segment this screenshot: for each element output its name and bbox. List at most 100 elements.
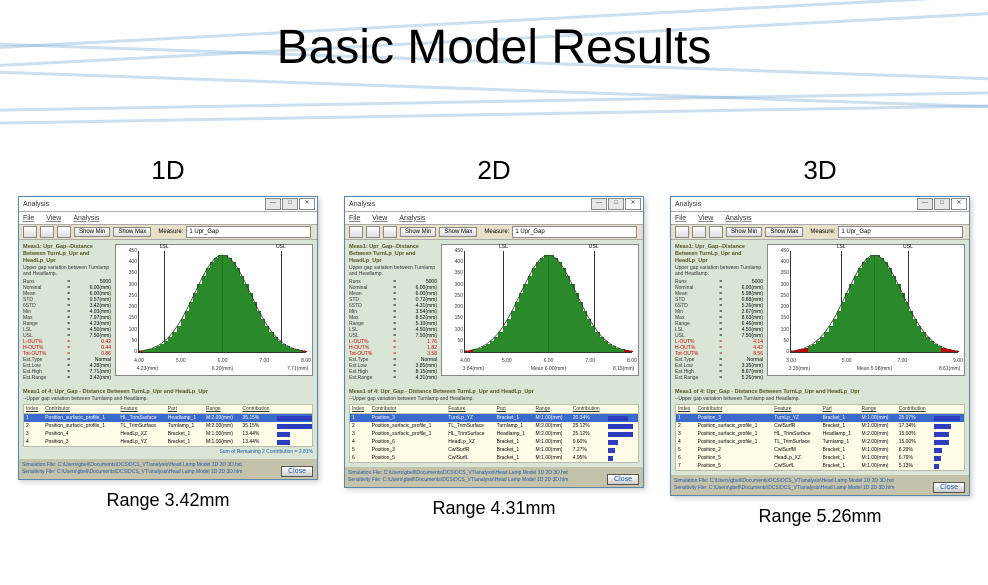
col-header[interactable]: Index (24, 405, 44, 414)
col-header[interactable]: Contribution (571, 405, 608, 414)
col-header[interactable]: Part (166, 405, 204, 414)
col-header[interactable]: Index (350, 405, 370, 414)
table-row[interactable]: 1Position_3TurnLp_YZBracket_1M:1.00(mm)2… (676, 414, 965, 423)
stats-panel: Meas1: Upr_Gap--Distance Between TurnLp_… (23, 244, 111, 381)
stat-row: Est.Range=4.31(mm) (349, 375, 437, 381)
toolbar-icon[interactable] (349, 226, 363, 238)
table-row[interactable]: 4Position_6HeadLp_XZBracket_1M:1.00(mm)9… (350, 438, 639, 446)
col-header[interactable]: Range (860, 405, 897, 414)
close-icon[interactable]: ✕ (299, 198, 315, 210)
col-header[interactable]: Part (821, 405, 860, 414)
y-tick: 450 (119, 248, 137, 254)
menu-analysis[interactable]: Analysis (399, 215, 425, 222)
col-header[interactable] (277, 405, 313, 414)
table-row[interactable]: 6Position_5CwlSurfLBracket_1M:1.00(mm)4.… (350, 454, 639, 463)
table-row[interactable]: 6Position_5HeadLp_XZBracket_1M:1.00(mm)6… (676, 454, 965, 462)
maximize-icon[interactable]: □ (934, 198, 950, 210)
toolbar-icon[interactable] (675, 226, 689, 238)
col-header[interactable]: Range (204, 405, 240, 414)
close-button[interactable]: Close (933, 482, 965, 493)
col-header[interactable]: Contribution (240, 405, 277, 414)
col-header[interactable] (608, 405, 639, 414)
contrib-bar (608, 456, 613, 461)
table-row[interactable]: 1Position_3TurnLp_YZBracket_1M:1.00(mm)2… (350, 414, 639, 423)
minimize-icon[interactable]: — (591, 198, 607, 210)
y-tick: 200 (445, 304, 463, 310)
y-tick: 50 (771, 338, 789, 344)
contrib-heading: Meas1 of 4: Upr_Gap - Distance Between T… (675, 389, 965, 396)
table-row[interactable]: 4Position_surfacic_profile_1TL_TrimSurfa… (676, 438, 965, 446)
contrib-bar (934, 416, 960, 421)
show-min-button[interactable]: Show Min (400, 227, 436, 237)
col-header[interactable]: Part (495, 405, 534, 414)
toolbar-icon[interactable] (383, 226, 397, 238)
y-tick: 350 (771, 270, 789, 276)
measure-dropdown[interactable]: 1 Upr_Gap (186, 226, 311, 238)
menu-view[interactable]: View (698, 215, 713, 222)
close-icon[interactable]: ✕ (625, 198, 641, 210)
table-row[interactable]: 2Position_surfacic_profile_1CwlSurfRBrac… (676, 422, 965, 430)
close-button[interactable]: Close (607, 474, 639, 485)
col-header[interactable]: Contributor (696, 405, 773, 414)
window-titlebar[interactable]: Analysis—□✕ (345, 197, 643, 212)
close-icon[interactable]: ✕ (951, 198, 967, 210)
window-titlebar[interactable]: Analysis—□✕ (19, 197, 317, 212)
show-min-button[interactable]: Show Min (74, 227, 110, 237)
y-tick: 150 (445, 315, 463, 321)
table-row[interactable]: 2Position_surfacic_profile_1TL_TrimSurfa… (24, 422, 313, 430)
minimize-icon[interactable]: — (917, 198, 933, 210)
col-header[interactable]: Feature (772, 405, 820, 414)
contrib-bar (277, 432, 290, 437)
col-header[interactable]: Index (676, 405, 696, 414)
y-tick: 50 (445, 338, 463, 344)
menu-view[interactable]: View (372, 215, 387, 222)
table-row[interactable]: 1Position_surfacic_profile_1HL_TrimSurfa… (24, 414, 313, 423)
contrib-bar (608, 440, 618, 445)
toolbar-icon[interactable] (709, 226, 723, 238)
menu-file[interactable]: File (675, 215, 686, 222)
menu-file[interactable]: File (23, 215, 34, 222)
show-max-button[interactable]: Show Max (113, 227, 151, 237)
table-row[interactable]: 3Position_surfacic_profile_1HL_TrimSurfa… (350, 430, 639, 438)
show-min-button[interactable]: Show Min (726, 227, 762, 237)
table-row[interactable]: 2Position_surfacic_profile_1TL_TrimSurfa… (350, 422, 639, 430)
table-row[interactable]: 4Position_3HeadLp_YZBracket_1M:1.00(mm)1… (24, 438, 313, 447)
toolbar-icon[interactable] (57, 226, 71, 238)
col-header[interactable] (934, 405, 965, 414)
sens-file-path: Sensitivity File: C:\Users\gbell\Documen… (674, 485, 966, 492)
menu-file[interactable]: File (349, 215, 360, 222)
measure-dropdown[interactable]: 1 Upr_Gap (838, 226, 963, 238)
x-tick: 6.00 (218, 358, 228, 364)
col-header[interactable]: Range (534, 405, 571, 414)
maximize-icon[interactable]: □ (608, 198, 624, 210)
minimize-icon[interactable]: — (265, 198, 281, 210)
close-button[interactable]: Close (281, 466, 313, 477)
show-max-button[interactable]: Show Max (765, 227, 803, 237)
col-header[interactable]: Contributor (370, 405, 447, 414)
menu-analysis[interactable]: Analysis (73, 215, 99, 222)
col-header[interactable]: Contribution (897, 405, 934, 414)
panel-label: 2D (477, 155, 510, 186)
toolbar-icon[interactable] (366, 226, 380, 238)
menu-analysis[interactable]: Analysis (725, 215, 751, 222)
table-row[interactable]: 7Position_5CwlSurfLBracket_1M:1.00(mm)5.… (676, 462, 965, 471)
col-header[interactable]: Feature (446, 405, 494, 414)
contrib-bar (934, 456, 941, 461)
table-row[interactable]: 5Position_2CwlSurfMBracket_1M:1.00(mm)8.… (676, 446, 965, 454)
window-titlebar[interactable]: Analysis—□✕ (671, 197, 969, 212)
measure-dropdown[interactable]: 1 Upr_Gap (512, 226, 637, 238)
col-header[interactable]: Feature (118, 405, 165, 414)
show-max-button[interactable]: Show Max (439, 227, 477, 237)
col-header[interactable]: Contributor (43, 405, 118, 414)
y-tick: 150 (119, 315, 137, 321)
toolbar-icon[interactable] (23, 226, 37, 238)
table-row[interactable]: 3Position_surfacic_profile_1HL_TrimSurfa… (676, 430, 965, 438)
table-row[interactable]: 3Position_4HeadLp_XZBracket_1M:1.00(mm)1… (24, 430, 313, 438)
toolbar-icon[interactable] (692, 226, 706, 238)
maximize-icon[interactable]: □ (282, 198, 298, 210)
meas-heading: Meas1: Upr_Gap--Distance Between TurnLp_… (23, 244, 111, 265)
window-menu: File View Analysis (671, 212, 969, 225)
menu-view[interactable]: View (46, 215, 61, 222)
table-row[interactable]: 5Position_3CwlSurfRBracket_1M:1.00(mm)7.… (350, 446, 639, 454)
toolbar-icon[interactable] (40, 226, 54, 238)
